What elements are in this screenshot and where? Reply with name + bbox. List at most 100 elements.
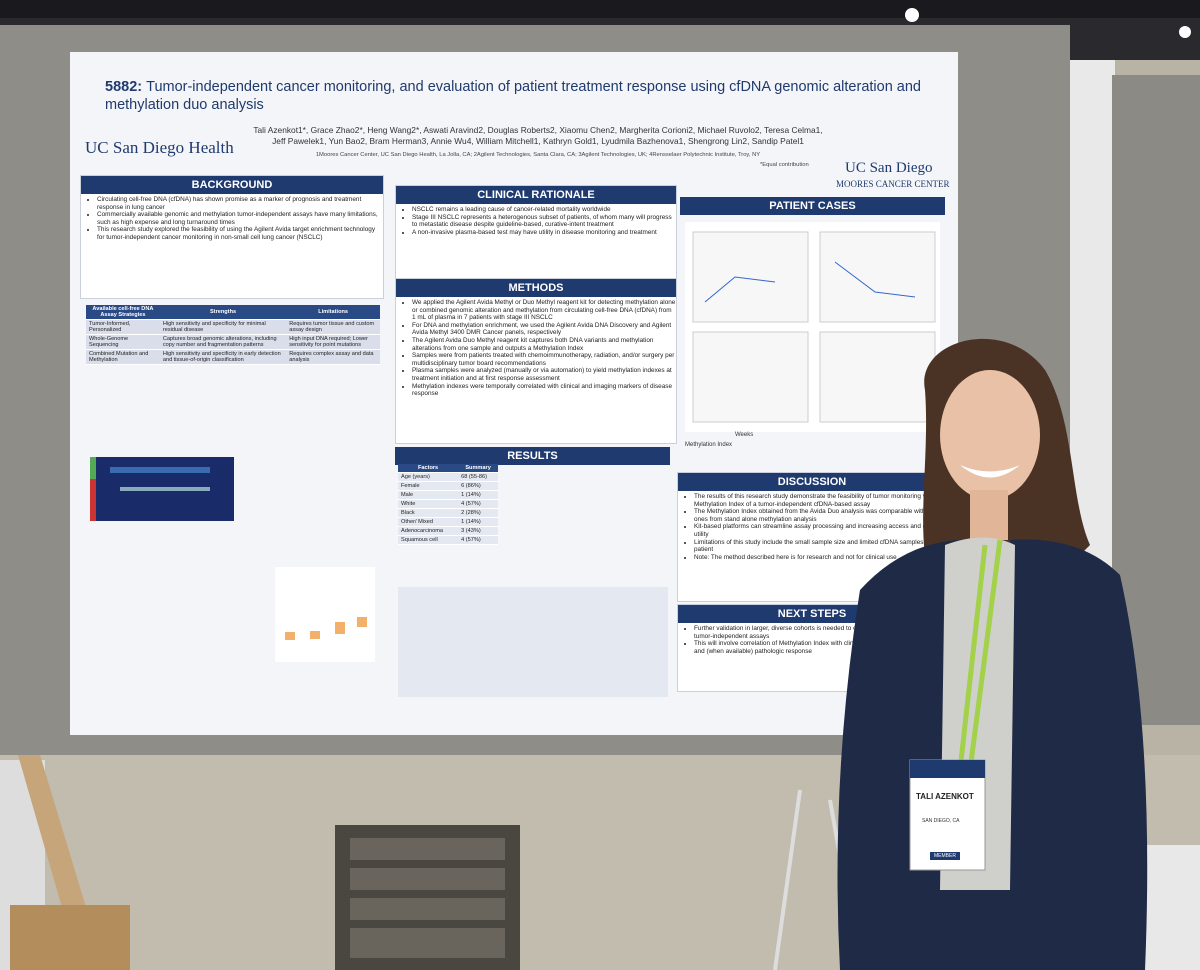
table-row: Adenocarcinoma 3 (43%): [398, 526, 498, 536]
heatmap: [90, 457, 234, 521]
table-cell: Other/ Mixed: [398, 517, 459, 527]
bullet-list: We applied the Agilent Avida Methyl or D…: [406, 299, 676, 398]
title-text: Tumor-independent cancer monitoring, and…: [105, 79, 921, 113]
table-cell: High sensitivity and specificity for min…: [159, 319, 287, 335]
table-row: Black 2 (28%): [398, 508, 498, 518]
bullet: Further validation in larger, diverse co…: [694, 625, 946, 640]
equal-note: *Equal contribution: [760, 162, 809, 168]
table-cell: Tumor-Informed, Personalized: [86, 319, 160, 335]
bullet-list: The results of this research study demon…: [688, 493, 946, 561]
table-cell: 3 (43%): [458, 526, 498, 536]
section-heading: PATIENT CASES: [680, 197, 945, 215]
table-cell: High sensitivity and specificity in earl…: [159, 349, 287, 365]
assay-table: Available cell-free DNA Assay Strategies…: [86, 305, 380, 365]
table-cell: Adenocarcinoma: [398, 526, 459, 536]
bullet: We applied the Agilent Avida Methyl or D…: [412, 299, 676, 322]
table-cell: 1 (14%): [458, 490, 498, 500]
table-row: Male 1 (14%): [398, 490, 498, 500]
bullet: Samples were from patients treated with …: [412, 352, 676, 367]
patient-table: [398, 587, 668, 697]
table-cell: 1 (14%): [458, 517, 498, 527]
table-row: Whole-Genome Sequencing Captures broad ge…: [86, 334, 380, 350]
bullet: NSCLC remains a leading cause of cancer-…: [412, 206, 676, 214]
characteristics-table: Factors Summary Age (years) 68 (55-86) Femal…: [398, 464, 498, 545]
table-cell: High input DNA required; Lower sensitivi…: [286, 334, 380, 350]
bullet: Kit-based platforms can streamline assay…: [694, 523, 946, 538]
section: METHODS We applied the Agilent Avida Meth…: [395, 278, 677, 444]
section-heading: CLINICAL RATIONALE: [396, 186, 676, 204]
axis-label-x: Weeks: [735, 432, 754, 438]
badge-role: MEMBER: [930, 852, 960, 860]
bullet: This will involve correlation of Methyla…: [694, 640, 946, 655]
section-heading: BACKGROUND: [81, 176, 383, 194]
table-header: Strengths: [159, 305, 287, 320]
bullet: The Agilent Avida Duo Methyl reagent kit…: [412, 337, 676, 352]
table-row: White 4 (57%): [398, 499, 498, 509]
section-heading: RESULTS: [395, 447, 670, 465]
section: CLINICAL RATIONALE NSCLC remains a leadin…: [395, 185, 677, 281]
table-cell: Squamous cell: [398, 535, 459, 545]
table-row: Combined Mutation and Methylation High se…: [86, 349, 380, 365]
bullet: Note: The method described here is for r…: [694, 554, 946, 562]
table-header: Limitations: [286, 305, 380, 320]
axis-label-y: Methylation Index: [685, 442, 733, 448]
section: RESULTS: [395, 447, 670, 712]
bullet: The Methylation Index obtained from the …: [694, 508, 946, 523]
logo-right-sub: MOORES CANCER CENTER: [836, 179, 950, 189]
authors: Tali Azenkot1*, Grace Zhao2*, Heng Wang2…: [253, 125, 823, 146]
bullet: Stage III NSCLC represents a heterogenou…: [412, 214, 676, 229]
table-cell: Male: [398, 490, 459, 500]
badge-location: SAN DIEGO, CA: [922, 818, 960, 824]
section: BACKGROUND Circulating cell-free DNA (cfD…: [80, 175, 384, 299]
table-cell: Age (years): [398, 472, 459, 482]
section: PATIENT CASES: [680, 197, 945, 447]
logo-right: UC San Diego: [845, 160, 933, 176]
table-cell: 4 (57%): [458, 535, 498, 545]
bullet-list: NSCLC remains a leading cause of cancer-…: [406, 206, 676, 236]
table-header: Factors: [398, 464, 459, 473]
table-cell: 68 (55-86): [458, 472, 498, 482]
bullet: Circulating cell-free DNA (cfDNA) has sh…: [97, 196, 383, 211]
bullet: Methylation indexes were temporally corr…: [412, 383, 676, 398]
table-cell: 2 (28%): [458, 508, 498, 518]
table-cell: Combined Mutation and Methylation: [86, 349, 160, 365]
table-cell: Whole-Genome Sequencing: [86, 334, 160, 350]
table-cell: 6 (86%): [458, 481, 498, 491]
affiliations: 1Moores Cancer Center, UC San Diego Heal…: [315, 152, 761, 158]
table-row: Tumor-Informed, Personalized High sensiti…: [86, 319, 380, 335]
bullet: This research study explored the feasibi…: [97, 226, 383, 241]
table-cell: Female: [398, 481, 459, 491]
poster-title: 5882: Tumor-independent cancer monitorin…: [105, 78, 925, 114]
table-row: Female 6 (86%): [398, 481, 498, 491]
table-cell: Black: [398, 508, 459, 518]
badge-name: TALI AZENKOT: [916, 792, 974, 801]
table-header: Available cell-free DNA Assay Strategies: [86, 305, 160, 320]
section-heading: DISCUSSION: [678, 473, 946, 491]
logo-left: UC San Diego Health: [85, 138, 234, 157]
table-cell: Requires tumor tissue and custom assay d…: [286, 319, 380, 335]
bullet: Commercially available genomic and methy…: [97, 211, 383, 226]
bullet: For DNA and methylation enrichment, we u…: [412, 322, 676, 337]
bullet: Limitations of this study include the sm…: [694, 539, 946, 554]
table-header: Summary: [458, 464, 498, 473]
table-cell: 4 (57%): [458, 499, 498, 509]
patient-case-plots: [685, 222, 940, 432]
bullet: Plasma samples were analyzed (manually o…: [412, 367, 676, 382]
bullet-list: Further validation in larger, diverse co…: [688, 625, 946, 655]
table-header-row: Factors Summary: [398, 464, 498, 473]
bullet: The results of this research study demon…: [694, 493, 946, 508]
section-heading: METHODS: [396, 279, 676, 297]
person: [837, 338, 1148, 970]
table-row: Other/ Mixed 1 (14%): [398, 517, 498, 527]
table-row: Squamous cell 4 (57%): [398, 535, 498, 545]
bullet: A non-invasive plasma-based test may hav…: [412, 229, 676, 237]
table-cell: Captures broad genomic alterations, incl…: [159, 334, 287, 350]
table-header-row: Available cell-free DNA Assay Strategies…: [86, 305, 380, 320]
table-row: Age (years) 68 (55-86): [398, 472, 498, 482]
bullet-list: Circulating cell-free DNA (cfDNA) has sh…: [91, 196, 383, 242]
table-cell: Requires complex assay and data analysis: [286, 349, 380, 365]
poster-number: 5882:: [105, 79, 143, 95]
table-cell: White: [398, 499, 459, 509]
boxplot: [275, 567, 375, 662]
